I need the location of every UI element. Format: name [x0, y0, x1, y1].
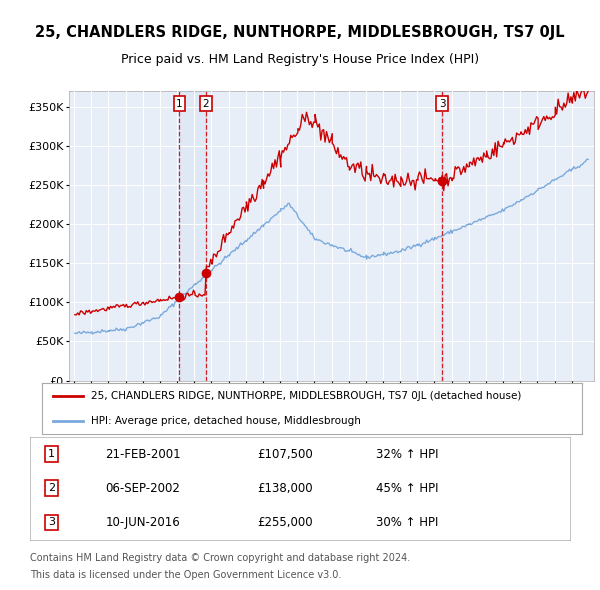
Text: 21-FEB-2001: 21-FEB-2001 — [106, 448, 181, 461]
Text: 3: 3 — [439, 99, 445, 109]
Text: 2: 2 — [48, 483, 55, 493]
Text: 32% ↑ HPI: 32% ↑ HPI — [376, 448, 438, 461]
Text: HPI: Average price, detached house, Middlesbrough: HPI: Average price, detached house, Midd… — [91, 416, 361, 426]
Text: 06-SEP-2002: 06-SEP-2002 — [106, 481, 181, 495]
Text: This data is licensed under the Open Government Licence v3.0.: This data is licensed under the Open Gov… — [30, 571, 341, 580]
Text: Contains HM Land Registry data © Crown copyright and database right 2024.: Contains HM Land Registry data © Crown c… — [30, 553, 410, 562]
Text: 25, CHANDLERS RIDGE, NUNTHORPE, MIDDLESBROUGH, TS7 0JL: 25, CHANDLERS RIDGE, NUNTHORPE, MIDDLESB… — [35, 25, 565, 40]
Text: 30% ↑ HPI: 30% ↑ HPI — [376, 516, 438, 529]
Text: £138,000: £138,000 — [257, 481, 313, 495]
Text: £255,000: £255,000 — [257, 516, 313, 529]
Text: £107,500: £107,500 — [257, 448, 313, 461]
Text: 25, CHANDLERS RIDGE, NUNTHORPE, MIDDLESBROUGH, TS7 0JL (detached house): 25, CHANDLERS RIDGE, NUNTHORPE, MIDDLESB… — [91, 391, 521, 401]
Text: Price paid vs. HM Land Registry's House Price Index (HPI): Price paid vs. HM Land Registry's House … — [121, 53, 479, 65]
Bar — [179, 91, 206, 381]
Bar — [441, 91, 443, 381]
Text: 1: 1 — [176, 99, 183, 109]
Text: 2: 2 — [203, 99, 209, 109]
Text: 3: 3 — [48, 517, 55, 527]
Text: 1: 1 — [48, 449, 55, 459]
Text: 45% ↑ HPI: 45% ↑ HPI — [376, 481, 438, 495]
Text: 10-JUN-2016: 10-JUN-2016 — [106, 516, 181, 529]
